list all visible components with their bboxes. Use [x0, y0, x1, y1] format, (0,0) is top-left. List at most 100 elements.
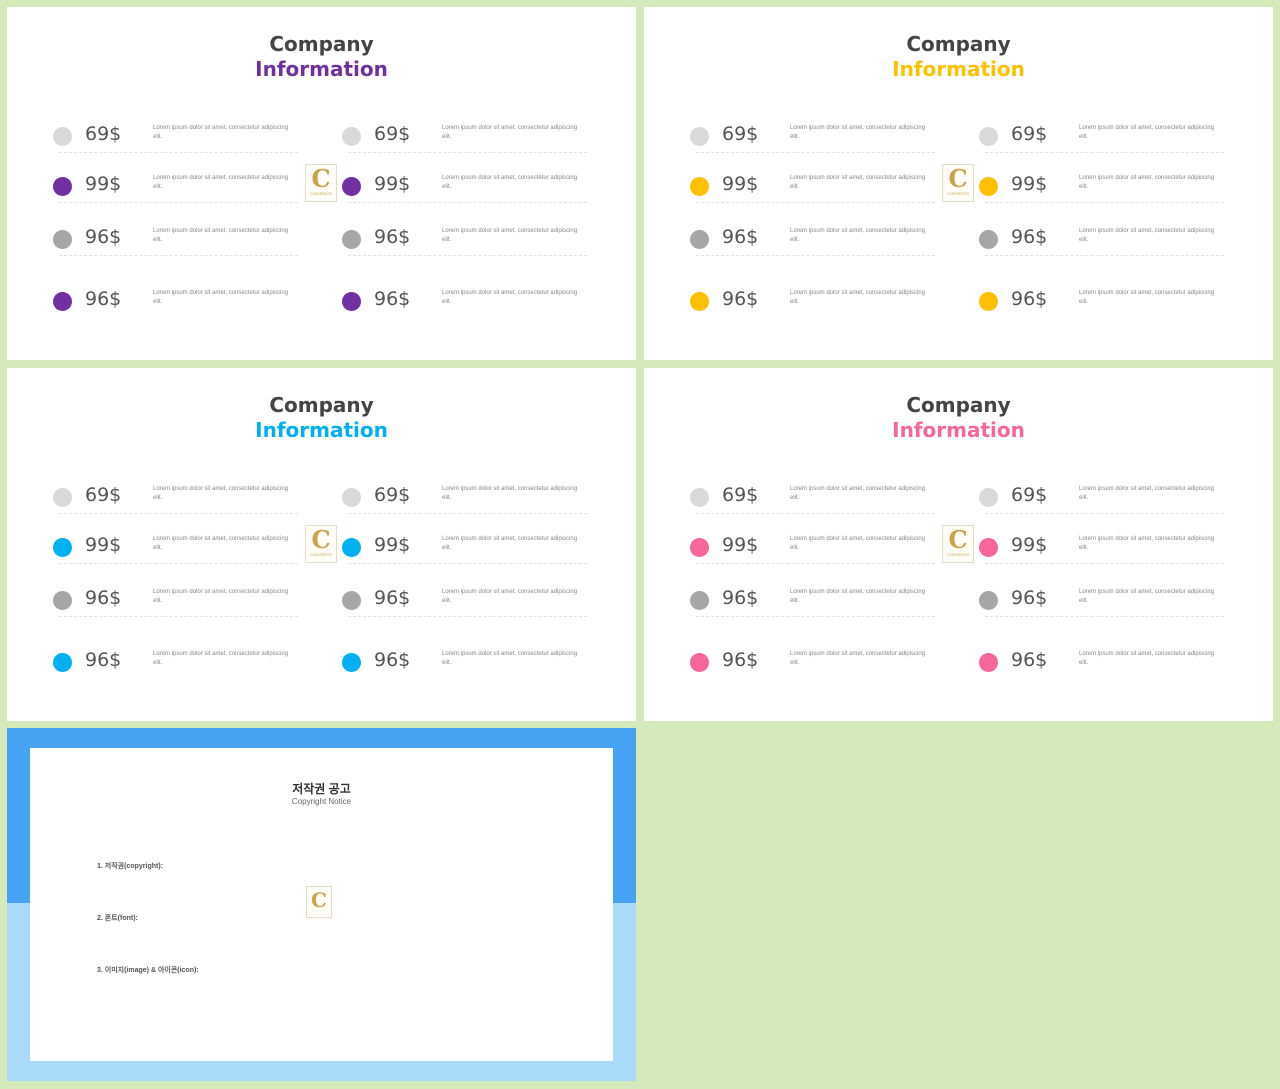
row-divider — [985, 202, 1224, 203]
title-information: Information — [255, 418, 388, 442]
logo-letter: C — [948, 525, 968, 554]
slide-purple[interactable]: Company Information 69$ Lorem ipsum dolor s… — [7, 7, 636, 360]
price-description: Lorem ipsum dolor sit amet, consectetur … — [442, 486, 578, 501]
price-value: 99$ — [85, 534, 122, 556]
contents-logo: C CONTENTS — [305, 525, 337, 563]
price-value: 69$ — [1011, 123, 1048, 145]
price-row: 99$ Lorem ipsum dolor sit amet, consectet… — [690, 531, 935, 571]
row-divider — [696, 255, 935, 256]
bullet-dot-icon — [690, 127, 709, 146]
price-column-right: 69$ Lorem ipsum dolor sit amet, consectet… — [342, 7, 587, 360]
copyright-paragraph-font: 2. 폰트(font): — [97, 912, 552, 925]
bullet-dot-icon — [53, 292, 72, 311]
price-description: Lorem ipsum dolor sit amet, consectetur … — [442, 175, 578, 190]
row-divider — [348, 616, 587, 617]
price-description: Lorem ipsum dolor sit amet, consectetur … — [442, 651, 578, 666]
slide-yellow[interactable]: Company Information 69$ Lorem ipsum dolor s… — [644, 7, 1273, 360]
bullet-dot-icon — [342, 591, 361, 610]
bullet-dot-icon — [342, 292, 361, 311]
price-description: Lorem ipsum dolor sit amet, consectetur … — [153, 175, 289, 190]
bullet-dot-icon — [690, 488, 709, 507]
bullet-dot-icon — [53, 488, 72, 507]
price-row: 96$ Lorem ipsum dolor sit amet, consectet… — [342, 223, 587, 263]
price-row: 69$ Lorem ipsum dolor sit amet, consectet… — [53, 120, 298, 160]
price-description: Lorem ipsum dolor sit amet, consectetur … — [153, 125, 289, 140]
price-description: Lorem ipsum dolor sit amet, consectetur … — [1079, 175, 1215, 190]
price-value: 69$ — [85, 123, 122, 145]
bullet-dot-icon — [342, 230, 361, 249]
price-row: 96$ Lorem ipsum dolor sit amet, consectet… — [979, 285, 1224, 325]
price-description: Lorem ipsum dolor sit amet, consectetur … — [1079, 589, 1215, 604]
bullet-dot-icon — [53, 127, 72, 146]
price-value: 69$ — [374, 484, 411, 506]
row-divider — [59, 202, 298, 203]
bullet-dot-icon — [342, 538, 361, 557]
row-divider — [348, 202, 587, 203]
price-description: Lorem ipsum dolor sit amet, consectetur … — [1079, 125, 1215, 140]
price-value: 99$ — [374, 173, 411, 195]
slide-copyright[interactable]: 저작권 공고 Copyright Notice 1. 저작권(copyright… — [7, 728, 636, 1081]
price-row: 96$ Lorem ipsum dolor sit amet, consectet… — [979, 223, 1224, 263]
price-value: 99$ — [722, 173, 759, 195]
price-row: 99$ Lorem ipsum dolor sit amet, consectet… — [53, 531, 298, 571]
price-value: 96$ — [374, 226, 411, 248]
slide-title: Company Information — [7, 393, 636, 443]
price-row: 69$ Lorem ipsum dolor sit amet, consectet… — [342, 120, 587, 160]
price-row: 69$ Lorem ipsum dolor sit amet, consectet… — [53, 481, 298, 521]
price-column-right: 69$ Lorem ipsum dolor sit amet, consectet… — [342, 368, 587, 721]
copyright-subtitle: Copyright Notice — [291, 797, 352, 806]
price-column-left: 69$ Lorem ipsum dolor sit amet, consectet… — [690, 368, 935, 721]
bullet-dot-icon — [342, 653, 361, 672]
title-information: Information — [892, 418, 1025, 442]
row-divider — [59, 616, 298, 617]
price-value: 69$ — [722, 484, 759, 506]
price-description: Lorem ipsum dolor sit amet, consectetur … — [153, 228, 289, 243]
slide-pink[interactable]: Company Information 69$ Lorem ipsum dolor s… — [644, 368, 1273, 721]
price-description: Lorem ipsum dolor sit amet, consectetur … — [790, 651, 926, 666]
slide-blue[interactable]: Company Information 69$ Lorem ipsum dolor s… — [7, 368, 636, 721]
price-value: 96$ — [85, 649, 122, 671]
row-divider — [59, 513, 298, 514]
bullet-dot-icon — [53, 177, 72, 196]
price-description: Lorem ipsum dolor sit amet, consectetur … — [790, 589, 926, 604]
price-description: Lorem ipsum dolor sit amet, consectetur … — [442, 125, 578, 140]
price-row: 96$ Lorem ipsum dolor sit amet, consectet… — [53, 584, 298, 624]
price-row: 96$ Lorem ipsum dolor sit amet, consectet… — [342, 285, 587, 325]
price-row: 96$ Lorem ipsum dolor sit amet, consectet… — [690, 285, 935, 325]
copyright-paragraph-copyright: 1. 저작권(copyright): — [97, 860, 552, 873]
contents-logo: C CONTENTS — [942, 525, 974, 563]
price-column-right: 69$ Lorem ipsum dolor sit amet, consectet… — [979, 368, 1224, 721]
row-divider — [985, 616, 1224, 617]
row-divider — [696, 202, 935, 203]
row-divider — [59, 563, 298, 564]
bullet-dot-icon — [342, 127, 361, 146]
price-column-right: 69$ Lorem ipsum dolor sit amet, consectet… — [979, 7, 1224, 360]
logo-letter: C — [948, 164, 968, 193]
price-column-left: 69$ Lorem ipsum dolor sit amet, consectet… — [690, 7, 935, 360]
title-company: Company — [906, 393, 1011, 417]
price-row: 69$ Lorem ipsum dolor sit amet, consectet… — [979, 481, 1224, 521]
row-divider — [985, 513, 1224, 514]
price-value: 96$ — [1011, 649, 1048, 671]
logo-letter: C — [311, 525, 331, 554]
contents-logo: C CONTENTS — [942, 164, 974, 202]
bullet-dot-icon — [690, 591, 709, 610]
price-row: 96$ Lorem ipsum dolor sit amet, consectet… — [690, 223, 935, 263]
bullet-dot-icon — [979, 292, 998, 311]
row-divider — [59, 255, 298, 256]
price-value: 69$ — [1011, 484, 1048, 506]
row-divider — [985, 563, 1224, 564]
row-divider — [696, 563, 935, 564]
price-description: Lorem ipsum dolor sit amet, consectetur … — [442, 228, 578, 243]
price-row: 99$ Lorem ipsum dolor sit amet, consectet… — [342, 170, 587, 210]
price-description: Lorem ipsum dolor sit amet, consectetur … — [153, 589, 289, 604]
title-company: Company — [269, 32, 374, 56]
price-value: 96$ — [722, 649, 759, 671]
paragraph-label: 2. 폰트(font): — [97, 915, 138, 922]
price-description: Lorem ipsum dolor sit amet, consectetur … — [790, 125, 926, 140]
price-row: 99$ Lorem ipsum dolor sit amet, consectet… — [342, 531, 587, 571]
bullet-dot-icon — [690, 292, 709, 311]
price-row: 96$ Lorem ipsum dolor sit amet, consectet… — [979, 584, 1224, 624]
logo-letter: C — [311, 164, 331, 193]
price-value: 96$ — [1011, 587, 1048, 609]
